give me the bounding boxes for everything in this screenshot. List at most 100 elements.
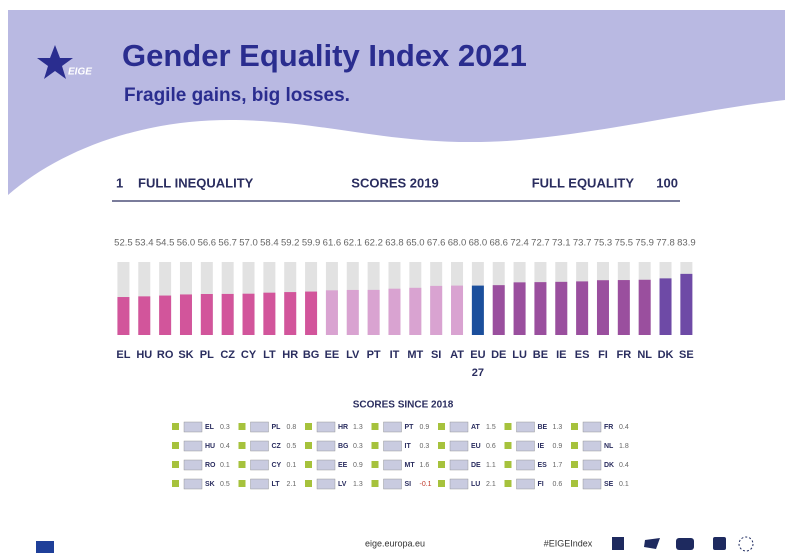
category-label: BG xyxy=(303,349,320,361)
country-code: EU xyxy=(471,443,481,450)
change-value: 1.3 xyxy=(353,424,363,431)
change-value: 0.6 xyxy=(486,443,496,450)
category-label: AT xyxy=(450,349,464,361)
marker xyxy=(371,423,379,430)
category-label: LV xyxy=(346,349,360,361)
flag xyxy=(316,421,336,433)
change-value: 0.3 xyxy=(420,443,430,450)
change-value: -0.1 xyxy=(420,481,432,488)
flag xyxy=(383,478,402,490)
bar xyxy=(409,287,422,335)
value-label: 83.9 xyxy=(677,238,696,249)
change-value: 0.1 xyxy=(220,462,230,469)
facebook-icon[interactable] xyxy=(612,537,624,550)
category-label: LT xyxy=(263,349,276,361)
change-value: 0.4 xyxy=(619,462,629,469)
change-value: 1.6 xyxy=(420,462,430,469)
category-label: HU xyxy=(136,349,152,361)
marker xyxy=(371,461,379,468)
axis-title: SCORES 2019 xyxy=(351,175,438,190)
flag xyxy=(582,478,602,490)
country-code: AT xyxy=(471,424,481,431)
category-label: SE xyxy=(679,349,694,361)
category-label: SI xyxy=(431,349,441,361)
country-code: EE xyxy=(338,462,348,469)
category-label: NL xyxy=(637,349,652,361)
flag xyxy=(516,440,535,452)
bar xyxy=(451,285,464,335)
change-value: 0.6 xyxy=(553,481,563,488)
flag xyxy=(316,440,336,452)
change-value: 0.1 xyxy=(619,481,629,488)
value-label: 53.4 xyxy=(135,238,154,249)
country-code: NL xyxy=(604,443,614,450)
flag xyxy=(516,421,535,433)
eu-flag xyxy=(36,541,54,553)
bar xyxy=(430,285,443,335)
category-label: CZ xyxy=(220,349,235,361)
bar xyxy=(596,280,609,335)
marker xyxy=(238,480,246,487)
country-code: HR xyxy=(338,424,348,431)
country-code: DK xyxy=(604,462,614,469)
category-label: EE xyxy=(325,349,340,361)
change-value: 1.1 xyxy=(486,462,496,469)
marker xyxy=(305,480,312,487)
change-value: 1.3 xyxy=(353,481,363,488)
category-label: SK xyxy=(178,349,193,361)
youtube-icon[interactable] xyxy=(676,538,694,550)
marker xyxy=(172,480,179,487)
high-label: FULL EQUALITY xyxy=(532,175,635,190)
bar xyxy=(680,273,693,335)
value-label: 59.9 xyxy=(302,238,321,249)
flag xyxy=(449,440,469,452)
marker xyxy=(238,423,246,430)
twitter-icon[interactable] xyxy=(644,538,660,549)
marker xyxy=(172,461,179,468)
country-code: MT xyxy=(405,462,416,469)
change-value: 0.3 xyxy=(220,424,230,431)
marker xyxy=(305,423,312,430)
marker xyxy=(371,442,379,449)
category-label: EL xyxy=(116,349,130,361)
category-label: DK xyxy=(658,349,674,361)
header-wave xyxy=(8,10,785,195)
linkedin-icon[interactable] xyxy=(713,537,726,550)
bar xyxy=(555,281,568,335)
marker xyxy=(504,461,512,468)
value-label: 75.9 xyxy=(635,238,654,249)
flag xyxy=(383,440,402,452)
country-code: CZ xyxy=(272,443,282,450)
value-label: 58.4 xyxy=(260,238,279,249)
flag xyxy=(183,459,203,471)
country-code: SI xyxy=(405,481,412,488)
marker xyxy=(438,461,445,468)
flag xyxy=(516,459,535,471)
bar xyxy=(638,279,651,335)
marker xyxy=(438,480,445,487)
bar xyxy=(179,294,192,335)
flag xyxy=(582,459,602,471)
change-value: 0.8 xyxy=(287,424,297,431)
bar xyxy=(659,278,672,335)
flag xyxy=(449,421,469,433)
flag xyxy=(250,478,269,490)
bar xyxy=(221,293,234,335)
category-label: HR xyxy=(282,349,298,361)
bar xyxy=(367,289,380,335)
change-value: 0.9 xyxy=(420,424,430,431)
marker xyxy=(438,442,445,449)
marker xyxy=(238,461,246,468)
value-label: 56.0 xyxy=(177,238,196,249)
flag xyxy=(250,421,269,433)
marker xyxy=(571,461,578,468)
marker xyxy=(504,423,512,430)
value-label: 72.4 xyxy=(510,238,529,249)
bar xyxy=(284,292,297,335)
country-code: HU xyxy=(205,443,215,450)
footer-hashtag: #EIGEIndex xyxy=(544,538,593,548)
eu-stars-icon xyxy=(738,536,754,552)
logo-text: EIGE xyxy=(68,67,92,78)
category-label: FI xyxy=(598,349,608,361)
